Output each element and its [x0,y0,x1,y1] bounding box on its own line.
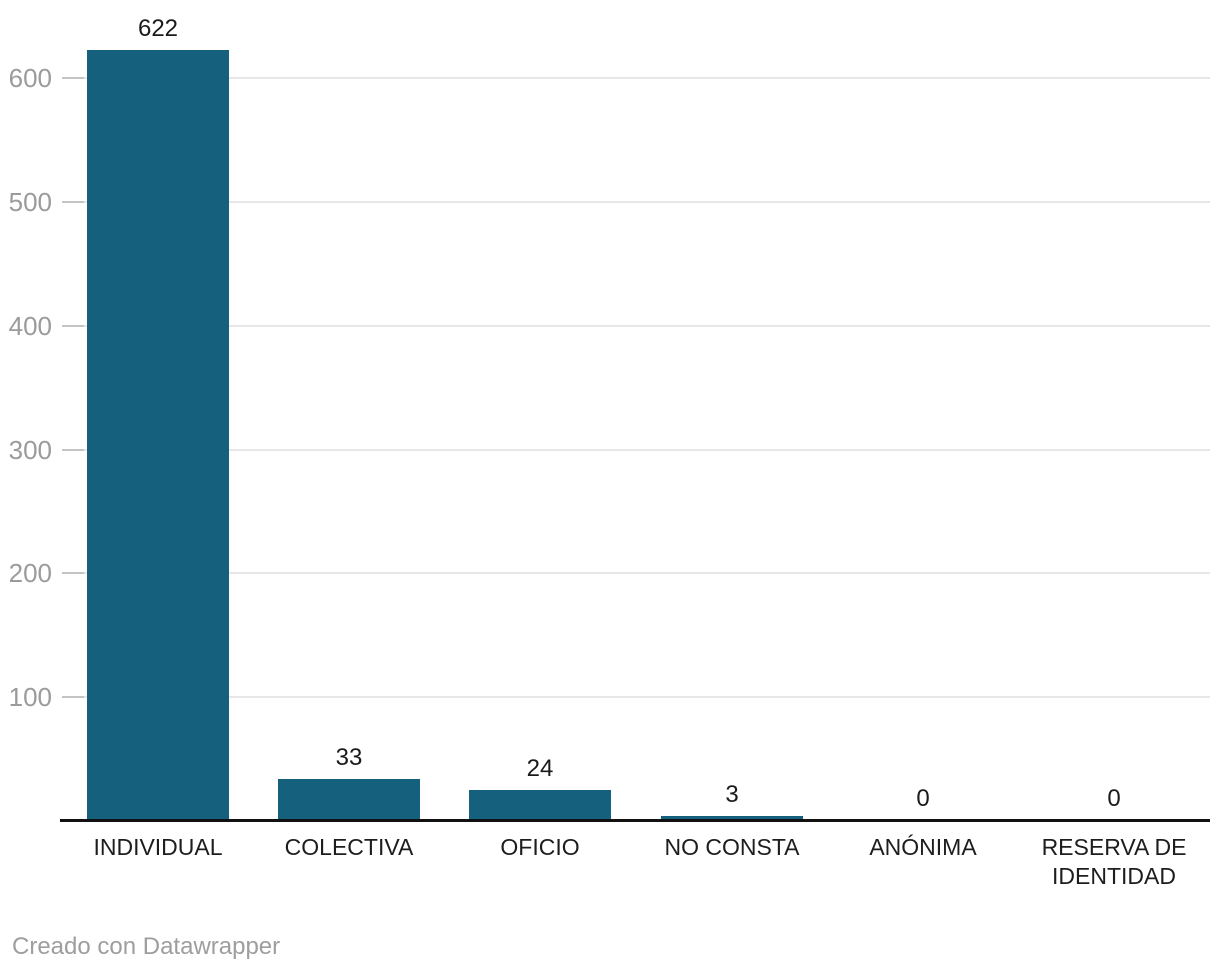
gridline [84,696,1210,698]
bar-oficio[interactable] [469,790,611,820]
bar-individual[interactable] [87,50,229,820]
attribution-credit: Creado con Datawrapper [12,933,281,960]
category-label: INDIVIDUAL [93,834,223,860]
y-axis-tick [62,201,84,203]
value-label: 622 [137,15,179,42]
value-label: 24 [526,755,554,782]
category-label: OFICIO [500,834,580,860]
y-axis-tick-label: 600 [8,63,52,93]
gridline [84,572,1210,574]
value-label: 0 [1107,785,1121,812]
y-axis-tick-label: 100 [8,682,52,712]
y-axis-tick-label: 200 [8,558,52,588]
category-label: ANÓNIMA [869,834,977,860]
y-axis-tick-label: 500 [8,187,52,217]
bar-no-consta[interactable] [661,816,803,820]
value-label: 3 [725,781,739,808]
y-axis-tick [62,449,84,451]
value-label: 33 [335,744,363,771]
y-axis-tick-label: 300 [8,435,52,465]
gridline [84,449,1210,451]
gridline [84,77,1210,79]
x-axis-baseline [60,819,1210,822]
y-axis-tick-label: 400 [8,311,52,341]
bar-colectiva[interactable] [278,779,420,820]
category-label: NO CONSTA [664,834,800,860]
category-label: RESERVA DE IDENTIDAD [1041,834,1187,889]
y-axis-tick [62,325,84,327]
value-label: 0 [916,785,930,812]
y-axis-tick [62,696,84,698]
category-label: COLECTIVA [284,834,414,860]
gridline [84,325,1210,327]
gridline [84,201,1210,203]
y-axis-tick [62,77,84,79]
y-axis-tick [62,572,84,574]
